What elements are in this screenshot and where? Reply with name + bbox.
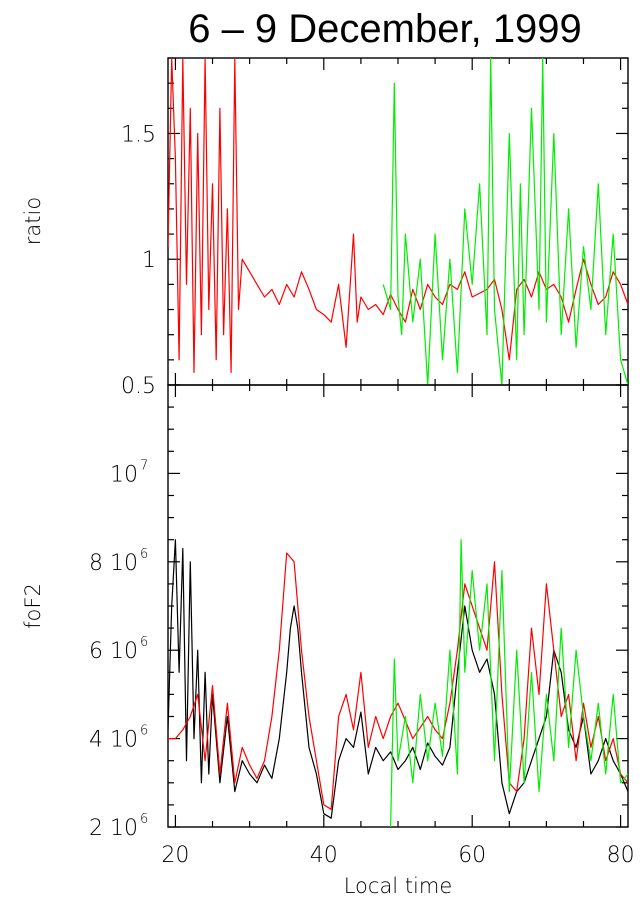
x-tick-label: 20 xyxy=(161,843,189,868)
fof2-series-line-0 xyxy=(168,539,628,819)
x-axis-label: Local time xyxy=(344,874,453,898)
fof2-ytick-label: 10 xyxy=(110,462,138,487)
ratio-series-line-1 xyxy=(382,58,628,385)
fof2-ytick-exponent: 6 xyxy=(140,635,148,650)
fof2-ytick-label: 6 10 xyxy=(89,639,138,664)
fof2-ytick-exponent: 6 xyxy=(140,547,148,562)
fof2-panel: foF2 Local time 2 10 64 10 66 10 68 10 610 72… xyxy=(21,384,635,898)
fof2-ytick-exponent: 6 xyxy=(140,724,148,739)
x-tick-label: 80 xyxy=(607,843,635,868)
fof2-ytick-label: 2 10 xyxy=(89,816,138,841)
ratio-panel: ratio 0.5 1 1.5 xyxy=(21,57,629,399)
fof2-ylabel: foF2 xyxy=(21,583,45,629)
ratio-ytick-label: 1.5 xyxy=(121,122,156,147)
ratio-ytick-label: 0.5 xyxy=(121,374,156,399)
fof2-ytick-exponent: 6 xyxy=(140,812,148,827)
x-tick-label: 60 xyxy=(458,843,486,868)
ratio-series-line-0 xyxy=(168,58,628,373)
x-tick-label: 40 xyxy=(310,843,338,868)
ratio-ylabel: ratio xyxy=(21,197,45,245)
chart-title: 6 – 9 December, 1999 xyxy=(188,7,582,51)
fof2-ytick-label: 8 10 xyxy=(89,551,138,576)
fof2-series-line-2 xyxy=(390,539,628,827)
fof2-ytick-exponent: 7 xyxy=(140,458,148,473)
ratio-ytick-label: 1 xyxy=(142,248,156,273)
fof2-series-line-1 xyxy=(168,552,628,810)
fof2-ytick-label: 4 10 xyxy=(89,728,138,753)
